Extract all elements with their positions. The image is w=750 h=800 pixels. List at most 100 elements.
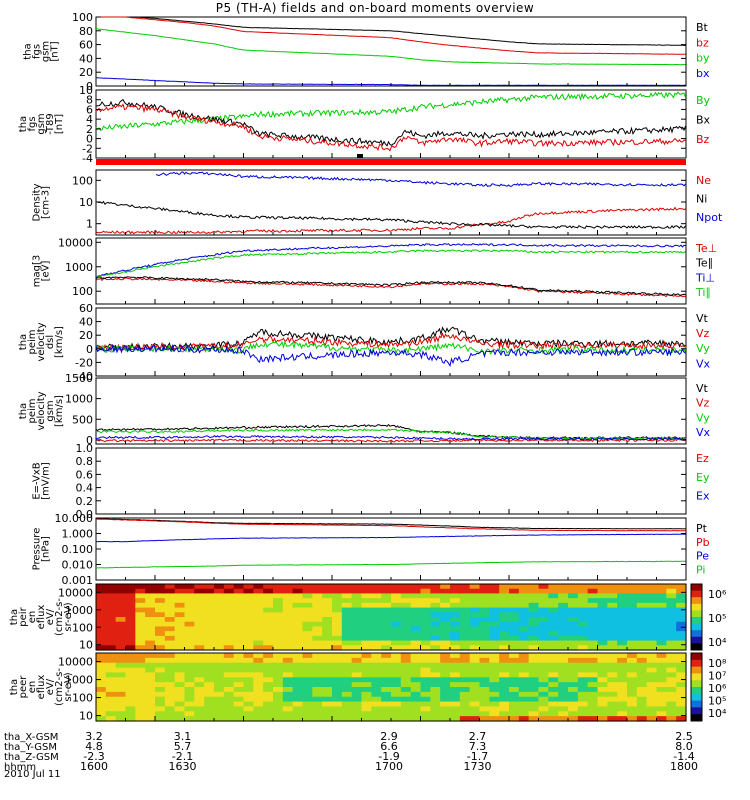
spectrogram-cell [597, 584, 608, 590]
y-tick-label: 20 [79, 66, 93, 79]
spectrogram-cell [430, 706, 441, 712]
colorbar-step [691, 659, 702, 668]
spectrogram-cell [450, 687, 461, 693]
spectrogram-cell [243, 593, 254, 599]
spectrogram-cell [636, 716, 648, 722]
spectrogram-cell [351, 653, 363, 659]
y-axis-label-line: Pressure [32, 528, 43, 571]
spectrogram-cell [263, 687, 274, 693]
y-axis-label-line: [cm-3] [41, 186, 52, 219]
spectrogram-cell [617, 653, 628, 659]
spectrogram-cell [518, 588, 530, 595]
spectrogram-cell [597, 711, 608, 717]
spectrogram-cell [528, 598, 540, 604]
spectrogram-cell [666, 653, 677, 659]
spectrogram-cell [528, 588, 540, 595]
spectrogram-cell [489, 621, 500, 628]
spectrogram-cell [322, 682, 333, 688]
colorbar-tick-label: 10⁷ [708, 670, 726, 683]
spectrogram-cell [105, 607, 117, 613]
series-line-Bz [95, 103, 686, 152]
spectrogram-cell [450, 653, 461, 659]
spectrogram-cell [145, 682, 156, 688]
spectrogram-cell [282, 612, 294, 618]
spectrogram-cell [440, 716, 451, 722]
spectrogram-cell [292, 598, 304, 604]
spectrogram-cell [548, 667, 559, 674]
spectrogram-cell [322, 612, 333, 618]
spectrogram-cell [676, 598, 687, 604]
y-axis-label-line: eflux [36, 675, 47, 700]
spectrogram-cell [459, 682, 471, 688]
spectrogram-cell [115, 653, 127, 659]
y-tick-label: 60 [79, 302, 93, 315]
spectrogram-cell [184, 701, 195, 708]
spectrogram-cell [538, 657, 549, 664]
spectrogram-cell [538, 682, 549, 688]
spectrogram-cell [361, 706, 372, 712]
spectrogram-cell [214, 631, 225, 637]
spectrogram-cell [410, 662, 422, 669]
spectrogram-cell [459, 716, 471, 722]
spectrogram-cell [469, 602, 481, 609]
spectrogram-cell [450, 588, 461, 595]
spectrogram-cell [302, 602, 313, 609]
spectrogram-cell [636, 607, 648, 613]
spectrogram-cell [96, 645, 107, 651]
spectrogram-cell [292, 607, 304, 613]
spectrogram-cell [243, 640, 254, 646]
spectrogram-cell [253, 696, 264, 703]
spectrogram-cell [636, 696, 648, 703]
spectrogram-cell [636, 653, 648, 659]
spectrogram-cell [164, 682, 176, 688]
spectrogram-cell [332, 645, 343, 651]
spectrogram-cell [656, 645, 667, 651]
spectrogram-cell [282, 635, 294, 642]
colorbar-tick-label: 10⁶ [708, 588, 727, 601]
spectrogram-cell [243, 607, 254, 613]
spectrogram-cell [656, 631, 667, 637]
spectrogram-cell [646, 602, 658, 609]
spectrogram-cell [135, 626, 146, 632]
spectrogram-cell [666, 682, 677, 688]
spectrogram-cell [440, 640, 451, 646]
spectrogram-cell [499, 607, 510, 613]
spectrogram-cell [558, 711, 569, 717]
x-axis-row-label: hhmm [4, 762, 36, 773]
colorbar-step [691, 610, 702, 618]
spectrogram-cell [155, 635, 166, 642]
spectrogram-cell [381, 645, 392, 651]
panel-vel_gsm: 050010001500thapeimvelocitygsm[km/s]VtVz… [18, 372, 711, 447]
spectrogram-cell [164, 584, 176, 590]
spectrogram-cell [96, 691, 107, 698]
y-axis-label-line: gsm [45, 400, 56, 421]
spectrogram-cell [430, 584, 441, 590]
y-axis-label-line: en [27, 611, 38, 624]
y-axis-label-line: fgs [32, 44, 43, 59]
spectrogram-cell [410, 621, 422, 628]
spectrogram-cell [292, 667, 304, 674]
spectrogram-cell [184, 672, 195, 678]
series-line-by [95, 28, 686, 66]
spectrogram-cell [548, 716, 559, 722]
y-axis-label-line: tha [18, 334, 29, 350]
spectrogram-cell [548, 617, 559, 623]
spectrogram-cell [351, 640, 363, 646]
spectrogram-cell [440, 691, 451, 698]
y-tick-label: 10000 [58, 236, 93, 249]
spectrogram-cell [666, 691, 677, 698]
spectrogram-cell [587, 716, 599, 722]
x-axis-value: -2.3 [83, 750, 104, 763]
spectrogram-cell [636, 682, 648, 688]
spectrogram-cell [371, 696, 382, 703]
spectrogram-cell [430, 711, 441, 717]
x-axis-row-label: tha_Z-GSM [4, 752, 59, 763]
spectrogram-cell [233, 653, 245, 659]
spectrogram-cell [332, 691, 343, 698]
spectrogram-cell [341, 593, 353, 599]
spectrogram-cell [400, 621, 412, 628]
spectrogram-cell [548, 662, 559, 669]
spectrogram-cell [282, 645, 294, 651]
legend-label-Bz: Bz [696, 133, 710, 146]
spectrogram-cell [636, 626, 648, 632]
